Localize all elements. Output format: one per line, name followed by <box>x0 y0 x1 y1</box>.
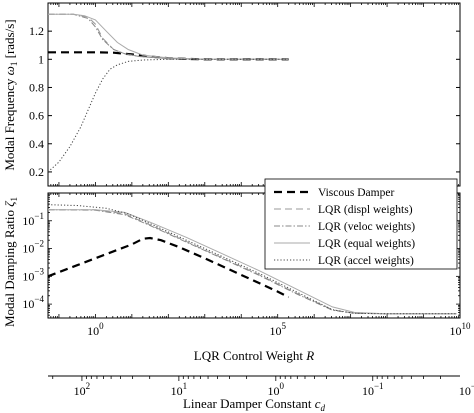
legend-label-lqr-accel-weights: LQR (accel weights) <box>318 255 414 267</box>
bottom-y-ticks: 10−1 10−2 10−3 10−4 <box>22 192 460 316</box>
bottom-y-axis-label-symbol: ζ <box>2 201 17 207</box>
bottom-series-line-lqr-veloc-weights <box>47 209 457 315</box>
top-y-axis-label-subscript: 1 <box>9 62 19 67</box>
secondary-x-tick-label: 101 <box>171 381 188 398</box>
bottom-y-tick-label: 10−4 <box>22 294 44 311</box>
bottom-y-axis-label: Modal Damping Ratio ζ1 <box>2 197 19 327</box>
top-y-axis-label-symbol: ω <box>2 66 17 75</box>
legend-label-lqr-equal-weights: LQR (equal weights) <box>318 238 415 250</box>
bottom-x-ticks: 100 105 1010 <box>50 193 472 338</box>
bottom-series-line-viscous-damper <box>47 236 290 299</box>
bottom-x-axis-label-symbol: R <box>305 348 314 363</box>
bottom-x-tick-label: 1010 <box>450 321 472 338</box>
top-y-tick-label: 0.6 <box>29 109 44 123</box>
secondary-x-tick-label: 10−1 <box>362 381 384 398</box>
top-y-axis-label: Modal Frequency ω1 [rads/s] <box>2 19 19 170</box>
secondary-x-tick-label: 100 <box>268 381 285 398</box>
top-y-axis-label-text: Modal Frequency <box>2 75 17 170</box>
bottom-y-tick-label: 10−1 <box>22 211 44 228</box>
bottom-y-tick-label: 10−2 <box>22 239 44 256</box>
top-y-tick-label: 0.4 <box>29 137 44 151</box>
top-y-tick-label: 1.2 <box>29 24 44 38</box>
bottom-plot-frame <box>47 192 461 319</box>
secondary-x-axis-label-text: Linear Damper Constant <box>183 396 315 411</box>
legend-label-lqr-veloc-weights: LQR (veloc weights) <box>318 221 415 233</box>
legend-box <box>264 178 458 270</box>
bottom-series-line-lqr-accel-weights <box>47 204 457 315</box>
top-series-line-lqr-veloc-weights <box>48 13 289 60</box>
top-y-ticks: 0.2 0.4 0.6 0.8 1 1.2 <box>29 24 460 179</box>
bottom-series <box>47 204 457 315</box>
secondary-x-axis: 102 101 100 10−1 10−2 Linear Damper Constant… <box>48 375 474 413</box>
top-series-line-lqr-displ-weights <box>48 13 289 60</box>
legend-label-viscous-damper: Viscous Damper <box>318 187 394 199</box>
bottom-series-line-lqr-equal-weights <box>48 209 457 315</box>
secondary-x-tick-label: 102 <box>74 381 91 398</box>
legend-items: Viscous Damper LQR (displ weights) LQR (ve… <box>274 187 415 267</box>
bottom-y-tick-label: 10−3 <box>22 266 44 283</box>
legend: Viscous Damper LQR (displ weights) LQR (ve… <box>264 178 458 270</box>
bottom-x-tick-label: 105 <box>269 321 286 338</box>
top-series-line-lqr-accel-weights <box>47 58 289 173</box>
top-y-tick-label: 0.2 <box>29 165 44 179</box>
bottom-y-axis-label-text: Modal Damping Ratio <box>2 207 17 327</box>
top-y-tick-label: 0.8 <box>29 80 44 94</box>
secondary-x-axis-label-subscript: d <box>321 403 326 413</box>
legend-label-lqr-displ-weights: LQR (displ weights) <box>318 204 413 216</box>
secondary-x-axis-label-symbol: c <box>315 396 321 411</box>
top-panel: 0.20.40.60.811.2 Modal Frequency ω1 [rad… <box>2 2 461 187</box>
top-plot-frame <box>47 2 461 187</box>
bottom-panel: 10−1 10−2 10−3 10−4 100 105 1010 Viscous Damp… <box>2 178 472 363</box>
bottom-x-tick-label: 100 <box>87 321 104 338</box>
top-x-ticks <box>50 3 461 186</box>
secondary-x-axis-label: Linear Damper Constant cd <box>183 396 326 413</box>
top-series-line-lqr-equal-weights <box>48 13 289 60</box>
bottom-x-axis-label-text: LQR Control Weight <box>194 348 306 363</box>
bottom-y-axis-label-subscript: 1 <box>9 197 19 202</box>
top-y-tick-label: 1 <box>38 52 44 66</box>
bottom-x-axis-label: LQR Control Weight R <box>194 348 314 363</box>
bottom-series-line-lqr-displ-weights <box>48 209 457 315</box>
top-y-axis-label-unit: [rads/s] <box>2 19 17 61</box>
secondary-x-ticks: 102 101 100 10−1 10−2 <box>52 376 474 398</box>
top-series <box>47 13 289 173</box>
secondary-x-tick-label: 10−2 <box>459 381 474 398</box>
